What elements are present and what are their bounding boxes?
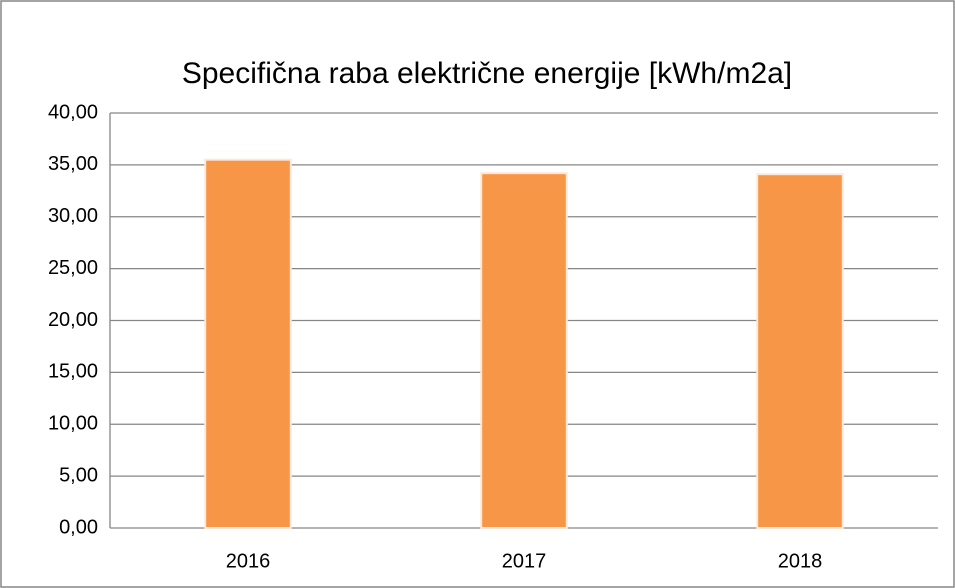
y-tick-label: 15,00	[48, 361, 98, 383]
y-tick-label: 40,00	[48, 101, 98, 123]
y-tick-label: 0,00	[59, 516, 98, 538]
x-tick-label: 2016	[226, 550, 271, 572]
x-tick-label: 2018	[778, 550, 823, 572]
chart-title: Specifična raba električne energije [kWh…	[182, 57, 792, 90]
bar	[756, 173, 844, 529]
y-tick-label: 25,00	[48, 257, 98, 279]
y-tick-label: 5,00	[59, 464, 98, 486]
x-tick-label: 2017	[502, 550, 547, 572]
y-tick-label: 10,00	[48, 413, 98, 435]
y-tick-label: 35,00	[48, 153, 98, 175]
y-tick-label: 30,00	[48, 205, 98, 227]
bar	[480, 172, 568, 530]
y-tick-label: 20,00	[48, 309, 98, 331]
bar	[204, 158, 292, 529]
